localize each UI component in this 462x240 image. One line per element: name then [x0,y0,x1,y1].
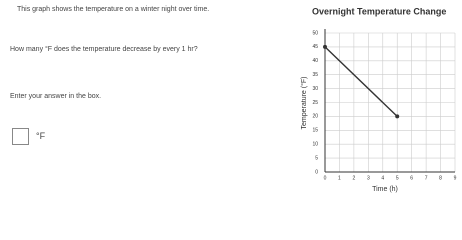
y-tick-label: 30 [312,86,318,92]
x-tick-label: 6 [410,175,413,181]
x-tick-label: 7 [425,175,428,181]
chart-title: Overnight Temperature Change [312,6,446,16]
data-point [395,114,400,119]
y-tick-label: 20 [312,114,318,120]
x-tick-label: 2 [352,175,355,181]
x-tick-label: 4 [381,175,384,181]
y-tick-label: 5 [315,155,318,161]
y-tick-label: 40 [312,58,318,64]
x-tick-label: 8 [439,175,442,181]
data-point [323,44,327,49]
y-tick-label: 35 [312,72,318,78]
prompt-text: How many °F does the temperature decreas… [10,46,198,53]
data-line [324,46,398,117]
x-tick-label: 5 [396,175,399,181]
chart: Overnight Temperature Change Time (h) Te… [300,6,457,193]
instruction-text: Enter your answer in the box. [10,93,102,100]
unit-label: °F [36,131,46,141]
y-tick-label: 25 [312,100,318,106]
page: {"question": {"intro": "This graph shows… [10,6,457,193]
answer-input[interactable] [12,128,29,145]
x-axis-label: Time (h) [372,186,398,193]
x-tick-label: 9 [454,175,457,181]
y-tick-label: 45 [312,44,318,50]
x-tick-label: 0 [324,175,327,181]
x-tick-label: 3 [367,175,370,181]
y-axis-label: Temperature (°F) [300,77,308,130]
intro-text: This graph shows the temperature on a wi… [17,6,210,13]
y-tick-label: 15 [312,128,318,134]
x-tick-label: 1 [338,175,341,181]
y-tick-label: 0 [315,169,318,175]
y-tick-label: 10 [312,142,318,148]
y-tick-label: 50 [312,30,318,36]
